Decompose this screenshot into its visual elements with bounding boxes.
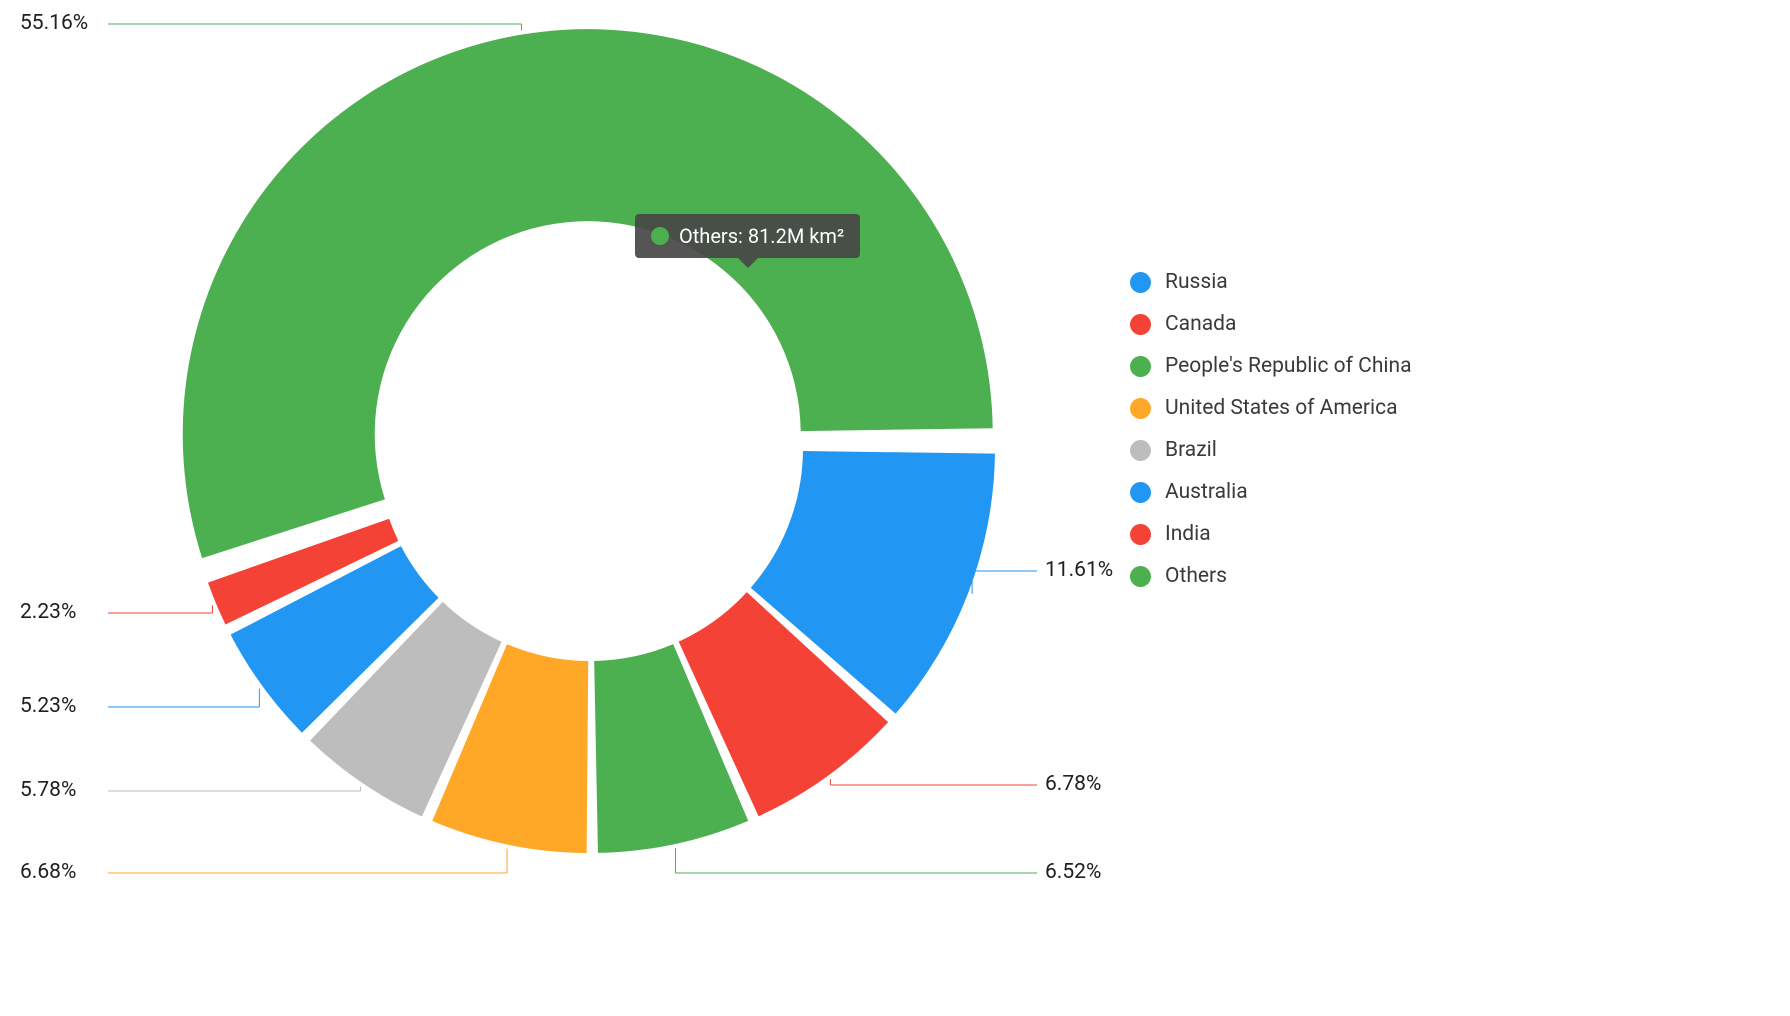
legend-swatch <box>1130 356 1151 377</box>
legend-item[interactable]: People's Republic of China <box>1130 354 1412 378</box>
pct-label: 6.78% <box>1045 772 1101 796</box>
legend-swatch <box>1130 314 1151 335</box>
legend-item[interactable]: Brazil <box>1130 438 1412 462</box>
legend-label: Canada <box>1165 312 1236 336</box>
pct-label: 2.23% <box>20 600 76 624</box>
pct-label: 55.16% <box>20 11 88 35</box>
legend-label: Australia <box>1165 480 1248 504</box>
legend-label: United States of America <box>1165 396 1398 420</box>
donut-svg <box>0 0 1790 1016</box>
legend-item[interactable]: India <box>1130 522 1412 546</box>
legend-label: India <box>1165 522 1211 546</box>
legend-swatch <box>1130 272 1151 293</box>
legend-swatch <box>1130 566 1151 587</box>
legend-item[interactable]: Others <box>1130 564 1412 588</box>
legend-item[interactable]: Australia <box>1130 480 1412 504</box>
legend-item[interactable]: Russia <box>1130 270 1412 294</box>
pct-label: 6.68% <box>20 860 76 884</box>
legend-swatch <box>1130 524 1151 545</box>
pct-label: 11.61% <box>1045 558 1113 582</box>
chart-root: Others: 81.2M km² Russia Canada People's R… <box>0 0 1790 1016</box>
pct-label: 5.78% <box>20 778 76 802</box>
legend-label: Others <box>1165 564 1227 588</box>
legend-label: Russia <box>1165 270 1228 294</box>
legend-swatch <box>1130 482 1151 503</box>
tooltip: Others: 81.2M km² <box>635 214 860 258</box>
pct-label: 5.23% <box>20 694 76 718</box>
legend-swatch <box>1130 440 1151 461</box>
legend-item[interactable]: Canada <box>1130 312 1412 336</box>
legend: Russia Canada People's Republic of China Un… <box>1130 270 1412 588</box>
tooltip-text: Others: 81.2M km² <box>679 224 844 248</box>
legend-item[interactable]: United States of America <box>1130 396 1412 420</box>
legend-label: People's Republic of China <box>1165 354 1412 378</box>
pct-label: 6.52% <box>1045 860 1101 884</box>
legend-swatch <box>1130 398 1151 419</box>
legend-label: Brazil <box>1165 438 1217 462</box>
tooltip-dot <box>651 227 669 245</box>
